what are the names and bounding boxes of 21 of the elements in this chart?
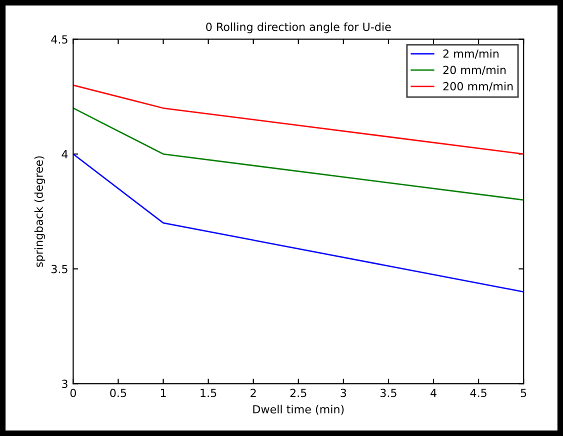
x-tick-label: 1.5 <box>200 388 216 398</box>
legend-label: 2 mm/min <box>443 49 499 59</box>
x-tick-label: 5 <box>520 388 526 398</box>
x-tick-label: 3 <box>340 388 346 398</box>
x-tick-label: 4 <box>430 388 436 397</box>
x-tick-label: 3.5 <box>380 388 396 398</box>
x-tick-label: 0 <box>70 388 76 398</box>
x-tick-label: 0.5 <box>110 388 126 398</box>
x-tick-label: 1 <box>160 388 166 397</box>
x-tick-label: 4.5 <box>470 388 486 398</box>
y-tick-label: 3 <box>62 380 68 388</box>
legend-label: 20 mm/min <box>443 66 506 76</box>
x-tick-label: 2.5 <box>290 388 306 398</box>
y-tick-label: 3.5 <box>52 264 68 274</box>
y-tick-label: 4.5 <box>51 35 68 44</box>
y-axis-title: springback (degree) <box>34 156 46 267</box>
x-tick-label: 2 <box>250 388 256 397</box>
chart-title: 0 Rolling direction angle for U-die <box>206 22 391 34</box>
y-tick-label: 4 <box>62 150 68 158</box>
legend-label: 200 mm/min <box>443 82 513 92</box>
x-axis-title: Dwell time (min) <box>253 404 344 415</box>
